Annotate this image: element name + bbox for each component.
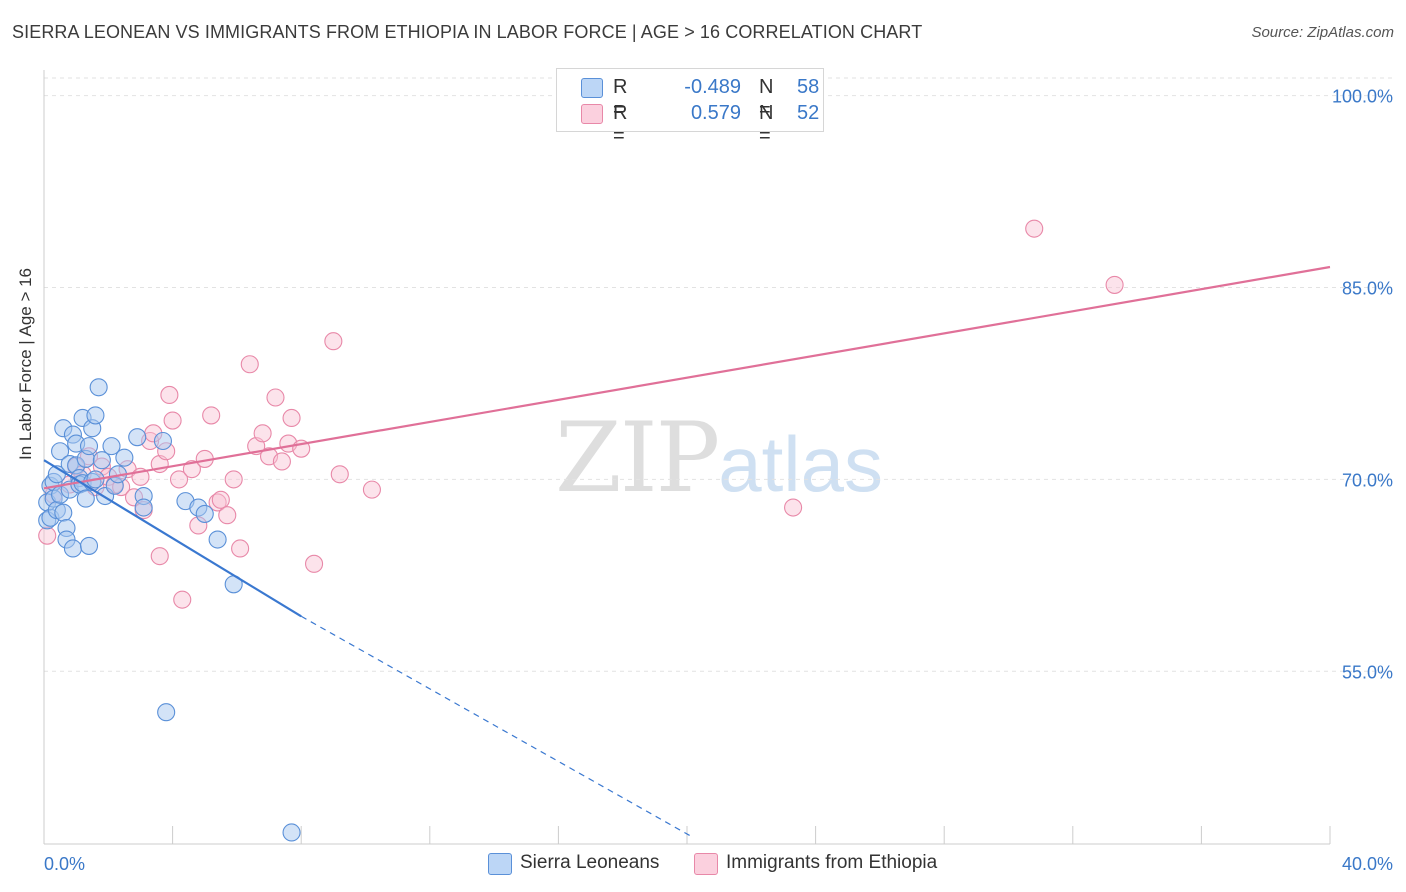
ethiopia-point xyxy=(202,406,221,425)
y-axis-label: In Labor Force | Age > 16 xyxy=(16,267,35,460)
sierra-point xyxy=(134,498,153,517)
y-tick-label: 70.0% xyxy=(1342,470,1393,490)
ethiopia-point xyxy=(1105,275,1124,294)
sierra-point xyxy=(76,489,95,508)
legend-swatch-sierra xyxy=(488,853,512,875)
watermark: ZIPatlas xyxy=(555,402,883,514)
legend-n-value: 52 xyxy=(797,102,820,124)
legend-swatch-sierra xyxy=(581,78,603,98)
ethiopia-point xyxy=(182,460,201,479)
sierra-point xyxy=(79,437,99,456)
sierra-trend-extension xyxy=(300,615,694,839)
ethiopia-point xyxy=(305,554,324,573)
legend-r-value: 0.579 xyxy=(690,102,741,124)
sierra-point xyxy=(79,536,99,555)
ethiopia-point xyxy=(208,493,227,512)
x-tick-label: 0.0% xyxy=(44,854,85,874)
legend-n-label: N = xyxy=(759,102,774,147)
ethiopia-point xyxy=(253,424,272,443)
ethiopia-trend-line xyxy=(43,265,1331,490)
sierra-point xyxy=(282,823,301,842)
y-tick-label: 55.0% xyxy=(1342,662,1393,682)
correlation-legend: R = -0.489 N = 58 R = 0.579 N = 52 xyxy=(556,68,824,147)
legend-label-ethiopia: Immigrants from Ethiopia xyxy=(726,852,938,873)
y-tick-label: 100.0% xyxy=(1332,87,1393,107)
ethiopia-point xyxy=(173,590,192,609)
ethiopia-point xyxy=(266,388,285,407)
ethiopia-point xyxy=(1025,219,1044,238)
watermark-zip: ZIP xyxy=(555,402,720,514)
ethiopia-point xyxy=(38,526,57,545)
sierra-point xyxy=(89,378,108,397)
ethiopia-point xyxy=(330,465,349,484)
ethiopia-point xyxy=(272,452,291,471)
source-credit: Source: ZipAtlas.com xyxy=(1251,24,1394,41)
sierra-point xyxy=(92,451,111,470)
ethiopia-point xyxy=(240,355,259,374)
ethiopia-point xyxy=(324,332,343,351)
ethiopia-point xyxy=(160,385,179,405)
ethiopia-point xyxy=(784,498,803,517)
sierra-point xyxy=(128,428,147,447)
ethiopia-point xyxy=(150,547,169,566)
ethiopia-point xyxy=(218,506,237,525)
legend-r-value: -0.489 xyxy=(684,76,741,98)
sierra-point xyxy=(153,431,173,451)
sierra-point xyxy=(157,703,176,722)
ethiopia-point xyxy=(231,539,250,558)
legend-r-label: R = xyxy=(613,76,628,121)
legend-label-sierra: Sierra Leoneans xyxy=(520,852,660,873)
chart-title: SIERRA LEONEAN VS IMMIGRANTS FROM ETHIOP… xyxy=(12,22,923,42)
sierra-point xyxy=(115,448,134,467)
legend-swatch-ethiopia xyxy=(694,853,718,875)
legend-n-value: 58 xyxy=(797,76,820,98)
ethiopia-point xyxy=(169,470,189,489)
legend-swatch-ethiopia xyxy=(581,104,603,124)
sierra-point xyxy=(54,503,73,522)
ethiopia-point xyxy=(362,480,381,499)
sierra-point xyxy=(51,442,70,461)
ethiopia-point xyxy=(282,408,301,428)
x-tick-label: 40.0% xyxy=(1342,854,1393,874)
ethiopia-point xyxy=(224,470,243,489)
sierra-point xyxy=(63,539,82,558)
sierra-trend-line xyxy=(43,459,302,618)
y-tick-label: 85.0% xyxy=(1342,278,1393,298)
watermark-atlas: atlas xyxy=(718,420,883,508)
sierra-point xyxy=(208,530,227,549)
ethiopia-point xyxy=(211,490,230,509)
sierra-point xyxy=(102,437,121,456)
legend-r-label: R = xyxy=(613,102,628,147)
sierra-point xyxy=(195,504,214,523)
ethiopia-point xyxy=(163,411,182,430)
sierra-point xyxy=(86,406,105,425)
legend-n-label: N = xyxy=(759,76,774,121)
